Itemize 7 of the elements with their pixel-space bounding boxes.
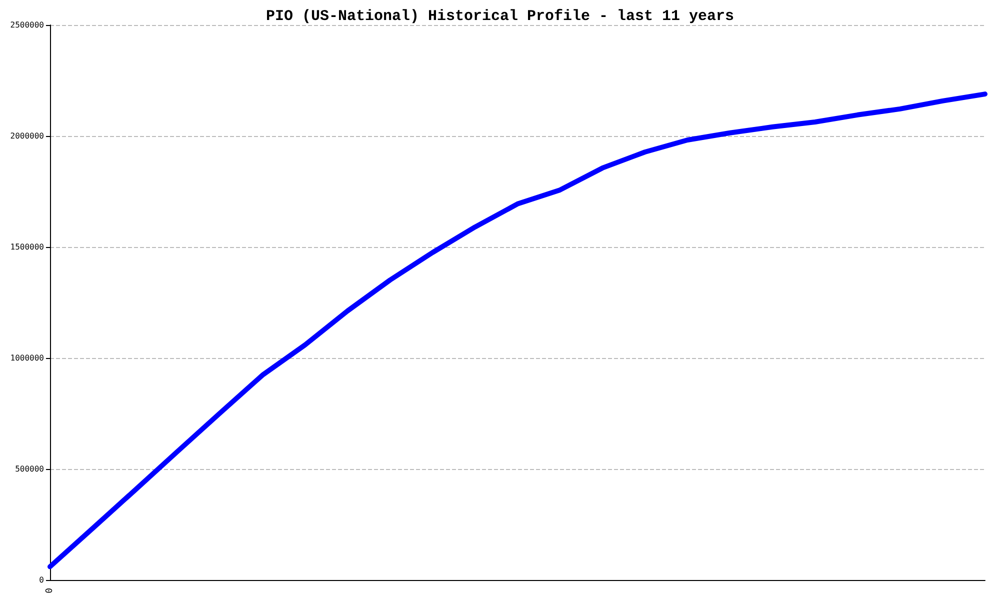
y-tick-label: 2000000 <box>10 132 44 140</box>
y-tick-label: 500000 <box>15 464 44 474</box>
category-label: 0 <box>45 588 55 594</box>
chart-title: PIO (US-National) Historical Profile - last 11 years <box>266 8 734 25</box>
y-tick-label: 1500000 <box>10 242 44 252</box>
y-tick-label: 2500000 <box>10 20 44 30</box>
y-tick-label: 1000000 <box>10 354 44 362</box>
